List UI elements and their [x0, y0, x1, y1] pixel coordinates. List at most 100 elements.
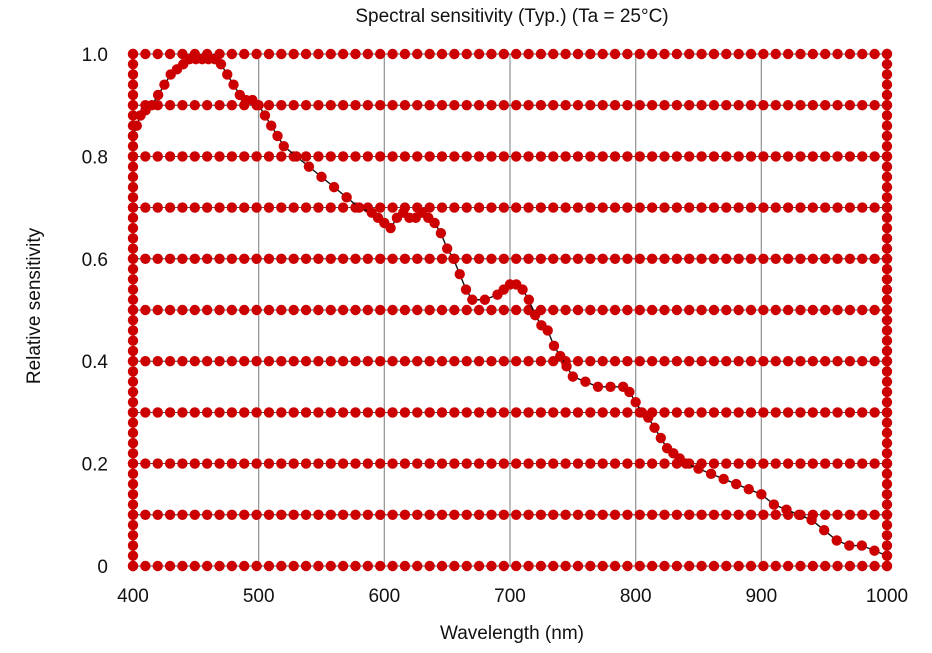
grid-dot — [634, 100, 645, 111]
grid-dot — [201, 202, 213, 213]
grid-dot — [758, 560, 769, 572]
grid-dot — [869, 304, 880, 316]
y-dot-gridline — [127, 509, 893, 520]
data-point — [253, 100, 264, 111]
grid-dot — [523, 202, 534, 213]
grid-dot — [560, 202, 571, 213]
data-point — [146, 100, 158, 111]
frame-dot — [881, 140, 893, 152]
grid-dot — [708, 356, 720, 367]
y-dot-gridline — [127, 304, 893, 316]
grid-dot — [869, 202, 880, 213]
grid-dot — [819, 560, 831, 572]
grid-dot — [350, 253, 361, 264]
data-point — [441, 243, 453, 254]
grid-dot — [498, 253, 510, 264]
grid-dot — [832, 560, 843, 572]
grid-dot — [548, 100, 559, 111]
grid-dot — [770, 100, 781, 111]
frame-dot — [127, 192, 139, 203]
grid-dot — [795, 48, 806, 60]
grid-dot — [140, 560, 151, 572]
frame-dot — [127, 407, 139, 418]
data-point — [131, 120, 142, 131]
grid-dot — [535, 458, 547, 469]
grid-dot — [473, 560, 485, 572]
grid-dot — [659, 253, 670, 264]
grid-dot — [263, 253, 275, 264]
grid-dot — [276, 253, 287, 264]
frame-dot — [127, 304, 139, 316]
grid-dot — [646, 100, 658, 111]
grid-dot — [214, 100, 225, 111]
frame-dot — [127, 110, 139, 121]
data-point — [272, 130, 283, 142]
grid-dot — [486, 202, 497, 213]
plot-frame — [127, 48, 893, 572]
grid-dot — [782, 48, 794, 60]
grid-dot — [708, 48, 720, 60]
grid-dot — [770, 48, 781, 60]
frame-dot — [127, 325, 139, 336]
grid-dot — [869, 509, 880, 520]
grid-dot — [325, 48, 336, 60]
grid-dot — [189, 100, 201, 111]
grid-dot — [535, 151, 547, 162]
grid-dot — [399, 509, 411, 520]
grid-dot — [387, 151, 398, 162]
grid-dot — [535, 356, 547, 367]
grid-dot — [288, 458, 299, 469]
frame-dot — [127, 222, 139, 234]
grid-dot — [473, 253, 485, 264]
grid-dot — [177, 407, 188, 418]
grid-dot — [844, 253, 856, 264]
grid-dot — [288, 356, 299, 367]
grid-dot — [609, 356, 621, 367]
frame-dot — [127, 448, 139, 459]
grid-dot — [585, 100, 596, 111]
grid-dot — [461, 407, 472, 418]
grid-dot — [164, 304, 176, 316]
grid-dot — [276, 560, 287, 572]
grid-dot — [337, 509, 349, 520]
frame-dot — [881, 519, 893, 531]
data-point — [561, 361, 572, 372]
frame-dot — [881, 335, 893, 346]
grid-dot — [449, 356, 460, 367]
grid-dot — [659, 48, 670, 60]
grid-dot — [535, 100, 547, 111]
grid-dot — [597, 48, 608, 60]
grid-dot — [721, 304, 732, 316]
grid-dot — [708, 304, 720, 316]
grid-dot — [696, 202, 707, 213]
grid-dot — [523, 48, 534, 60]
grid-dot — [560, 458, 571, 469]
grid-dot — [325, 253, 336, 264]
frame-dot — [127, 161, 139, 172]
x-tick-label: 500 — [243, 586, 275, 607]
grid-dot — [387, 509, 398, 520]
grid-dot — [819, 151, 831, 162]
grid-dot — [745, 509, 757, 520]
grid-dot — [164, 253, 176, 264]
grid-dot — [412, 253, 423, 264]
grid-dot — [832, 100, 843, 111]
grid-dot — [646, 509, 658, 520]
grid-dot — [770, 151, 781, 162]
frame-dot — [881, 386, 893, 398]
frame-dot — [127, 253, 139, 264]
grid-dot — [844, 304, 856, 316]
grid-dot — [337, 48, 349, 60]
grid-dot — [300, 407, 312, 418]
frame-dot — [881, 110, 893, 121]
grid-dot — [424, 407, 435, 418]
grid-dot — [300, 253, 312, 264]
grid-dot — [807, 253, 819, 264]
data-point — [806, 514, 817, 526]
data-point — [643, 412, 654, 423]
data-point — [756, 489, 767, 500]
grid-dot — [164, 560, 176, 572]
frame-dot — [127, 79, 139, 90]
grid-dot — [313, 304, 324, 316]
grid-dot — [473, 356, 485, 367]
